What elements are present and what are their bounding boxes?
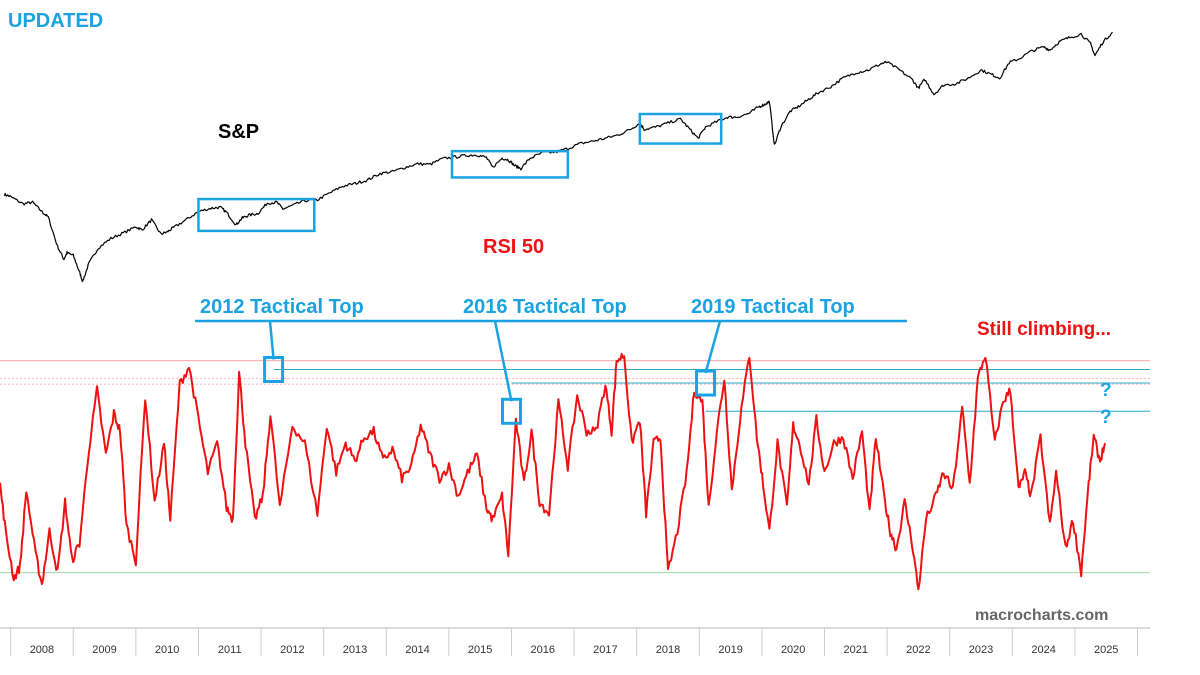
x-tick-label: 2020: [781, 644, 805, 656]
x-tick-label: 2015: [468, 644, 492, 656]
x-tick-label: 2016: [531, 644, 555, 656]
x-tick-label: 2021: [844, 644, 868, 656]
sp-series-label: S&P: [218, 121, 260, 143]
x-tick-label: 2023: [969, 644, 993, 656]
sp-highlight-box: [197, 197, 316, 233]
tactical-top-connector: [268, 320, 275, 360]
tactical-top-connector: [493, 320, 513, 402]
sp-highlight-box: [450, 149, 570, 179]
rsi-line: [0, 353, 1106, 591]
updated-label: UPDATED: [8, 10, 104, 32]
x-tick-label: 2019: [718, 644, 742, 656]
rsi-50-label: RSI 50: [483, 236, 545, 258]
top-label-2019: 2019 Tactical Top: [691, 296, 855, 318]
x-tick-label: 2012: [280, 644, 304, 656]
x-tick-label: 2022: [906, 644, 930, 656]
x-tick-label: 2011: [218, 644, 242, 656]
question-mark-lower: ?: [1100, 407, 1112, 428]
tactical-top-box: [500, 397, 522, 425]
sp-highlight-box: [638, 112, 723, 145]
x-tick-label: 2010: [155, 644, 179, 656]
tactical-top-box: [263, 355, 285, 383]
top-label-2012: 2012 Tactical Top: [200, 296, 364, 318]
x-tick-label: 2013: [343, 644, 367, 656]
x-tick-label: 2025: [1094, 644, 1118, 656]
sp-price-line: [3, 31, 1113, 283]
question-mark-upper: ?: [1100, 380, 1112, 401]
x-tick-label: 2017: [593, 644, 617, 656]
x-tick-label: 2008: [30, 644, 54, 656]
x-tick-label: 2009: [92, 644, 116, 656]
x-tick-label: 2024: [1031, 644, 1055, 656]
x-tick-label: 2014: [405, 644, 429, 656]
still-climbing-note: Still climbing...: [977, 319, 1112, 340]
watermark: macrocharts.com: [975, 607, 1109, 624]
top-label-2016: 2016 Tactical Top: [463, 296, 627, 318]
tactical-top-connector: [704, 320, 722, 374]
x-tick-label: 2018: [656, 644, 680, 656]
tactical-top-box: [695, 369, 717, 397]
